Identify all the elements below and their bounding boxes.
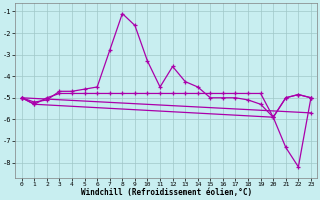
X-axis label: Windchill (Refroidissement éolien,°C): Windchill (Refroidissement éolien,°C): [81, 188, 252, 197]
